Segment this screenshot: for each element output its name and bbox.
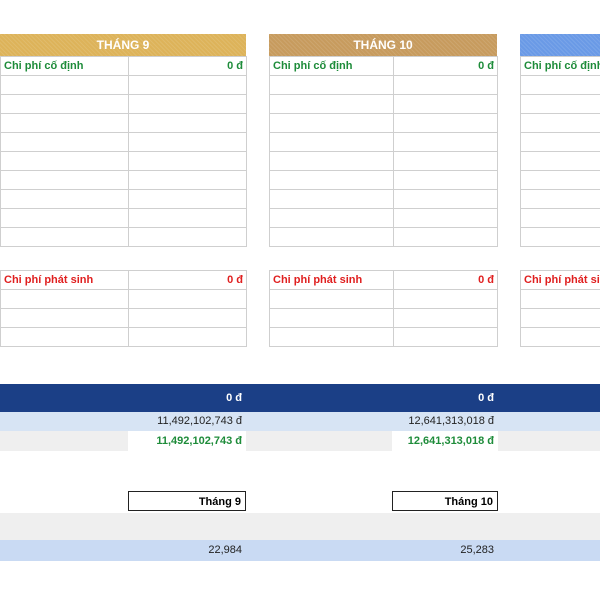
- summary-row2-box-10: [392, 431, 498, 451]
- sheet-cell[interactable]: [393, 94, 498, 114]
- variable-cost-label: Chi phí phát sinh: [269, 270, 394, 290]
- sheet-cell[interactable]: [269, 189, 394, 209]
- variable-cost-table: Chi phí phát sinh: [520, 270, 600, 347]
- sheet-cell[interactable]: [128, 94, 247, 114]
- sheet-cell[interactable]: [393, 113, 498, 133]
- bottom-row-gray: [0, 513, 600, 540]
- sheet-cell[interactable]: [128, 208, 247, 228]
- sheet-cell[interactable]: [128, 170, 247, 190]
- sheet-cell[interactable]: [269, 113, 394, 133]
- sheet-cell[interactable]: [393, 289, 498, 309]
- summary-row2-value-10: 12,641,313,018 đ: [407, 435, 494, 447]
- sheet-cell[interactable]: [269, 289, 394, 309]
- fixed-cost-label: Chi phí cố định: [269, 56, 394, 76]
- month-header: [520, 34, 600, 56]
- sheet-cell[interactable]: [128, 308, 247, 328]
- sheet-cell[interactable]: [128, 132, 247, 152]
- sheet-cell[interactable]: [269, 132, 394, 152]
- sheet-cell[interactable]: [0, 113, 129, 133]
- variable-cost-value: 0 đ: [393, 270, 498, 290]
- fixed-cost-label: Chi phí cố định: [520, 56, 600, 76]
- sheet-cell[interactable]: [128, 151, 247, 171]
- sheet-cell[interactable]: [269, 151, 394, 171]
- sheet-cell[interactable]: [520, 289, 600, 309]
- sheet-cell[interactable]: [393, 208, 498, 228]
- fixed-cost-table: Chi phí cố định 0 đ: [0, 56, 247, 247]
- variable-cost-table: Chi phí phát sinh 0 đ: [0, 270, 247, 347]
- month-panel-9: THÁNG 9 Chi phí cố định 0 đ Chi phí phát …: [0, 34, 247, 347]
- sheet-cell[interactable]: [128, 75, 247, 95]
- fixed-cost-label: Chi phí cố định: [0, 56, 129, 76]
- sheet-cell[interactable]: [0, 327, 129, 347]
- sheet-cell[interactable]: [393, 189, 498, 209]
- fixed-cost-value: 0 đ: [393, 56, 498, 76]
- summary-row-blue: 11,492,102,743 đ 12,641,313,018 đ: [0, 412, 600, 431]
- sheet-cell[interactable]: [393, 75, 498, 95]
- sheet-cell[interactable]: [0, 94, 129, 114]
- sheet-cell[interactable]: [128, 327, 247, 347]
- bottom-value-9: 22,984: [208, 544, 242, 556]
- bottom-value-10: 25,283: [460, 544, 494, 556]
- variable-cost-table: Chi phí phát sinh 0 đ: [269, 270, 498, 347]
- bottom-month-label-10: Tháng 10: [392, 491, 498, 511]
- variable-cost-label: Chi phí phát sinh: [520, 270, 600, 290]
- sheet-cell[interactable]: [269, 327, 394, 347]
- sheet-cell[interactable]: [520, 170, 600, 190]
- sheet-cell[interactable]: [0, 151, 129, 171]
- sheet-cell[interactable]: [520, 308, 600, 328]
- sheet-cell[interactable]: [128, 289, 247, 309]
- sheet-cell[interactable]: [0, 208, 129, 228]
- sheet-cell[interactable]: [128, 227, 247, 247]
- variable-cost-label: Chi phí phát sinh: [0, 270, 129, 290]
- summary-row-gray: 11,492,102,743 đ 12,641,313,018 đ: [0, 431, 600, 451]
- variable-cost-value: 0 đ: [128, 270, 247, 290]
- bottom-month-label-9: Tháng 9: [128, 491, 246, 511]
- summary-header-value-9: 0 đ: [226, 392, 242, 404]
- sheet-cell[interactable]: [520, 75, 600, 95]
- sheet-cell[interactable]: [0, 289, 129, 309]
- sheet-cell[interactable]: [520, 94, 600, 114]
- sheet-cell[interactable]: [269, 170, 394, 190]
- sheet-cell[interactable]: [269, 208, 394, 228]
- sheet-cell[interactable]: [393, 227, 498, 247]
- sheet-cell[interactable]: [520, 113, 600, 133]
- month-panel-10: THÁNG 10 Chi phí cố định 0 đ Chi phí phát…: [269, 34, 498, 347]
- sheet-cell[interactable]: [0, 132, 129, 152]
- sheet-cell[interactable]: [520, 327, 600, 347]
- sheet-cell[interactable]: [393, 132, 498, 152]
- sheet-cell[interactable]: [393, 151, 498, 171]
- sheet-cell[interactable]: [0, 75, 129, 95]
- fixed-cost-table: Chi phí cố định 0 đ: [269, 56, 498, 247]
- sheet-cell[interactable]: [269, 227, 394, 247]
- fixed-cost-table: Chi phí cố định: [520, 56, 600, 247]
- sheet-cell[interactable]: [0, 189, 129, 209]
- sheet-cell[interactable]: [128, 113, 247, 133]
- sheet-cell[interactable]: [269, 94, 394, 114]
- summary-header-value-10: 0 đ: [478, 392, 494, 404]
- sheet-cell[interactable]: [393, 327, 498, 347]
- sheet-cell[interactable]: [393, 308, 498, 328]
- sheet-cell[interactable]: [520, 227, 600, 247]
- bottom-row-blue: 22,984 25,283: [0, 540, 600, 561]
- sheet-cell[interactable]: [0, 227, 129, 247]
- sheet-cell[interactable]: [0, 308, 129, 328]
- sheet-cell[interactable]: [520, 208, 600, 228]
- sheet-cell[interactable]: [393, 170, 498, 190]
- sheet-cell[interactable]: [0, 170, 129, 190]
- sheet-cell[interactable]: [520, 189, 600, 209]
- summary-row2-value-9: 11,492,102,743 đ: [156, 435, 242, 447]
- summary-row2-box-9: [128, 431, 246, 451]
- summary-row1-value-9: 11,492,102,743 đ: [157, 415, 242, 427]
- month-header: THÁNG 9: [0, 34, 246, 56]
- month-panel-11: Chi phí cố định Chi phí phát sinh: [520, 34, 600, 354]
- sheet-cell[interactable]: [520, 132, 600, 152]
- sheet-cell[interactable]: [269, 308, 394, 328]
- fixed-cost-value: 0 đ: [128, 56, 247, 76]
- sheet-cell[interactable]: [128, 189, 247, 209]
- sheet-cell[interactable]: [520, 151, 600, 171]
- sheet-cell[interactable]: [269, 75, 394, 95]
- summary-header-band: 0 đ 0 đ: [0, 384, 600, 412]
- month-header: THÁNG 10: [269, 34, 497, 56]
- summary-row1-value-10: 12,641,313,018 đ: [408, 415, 494, 427]
